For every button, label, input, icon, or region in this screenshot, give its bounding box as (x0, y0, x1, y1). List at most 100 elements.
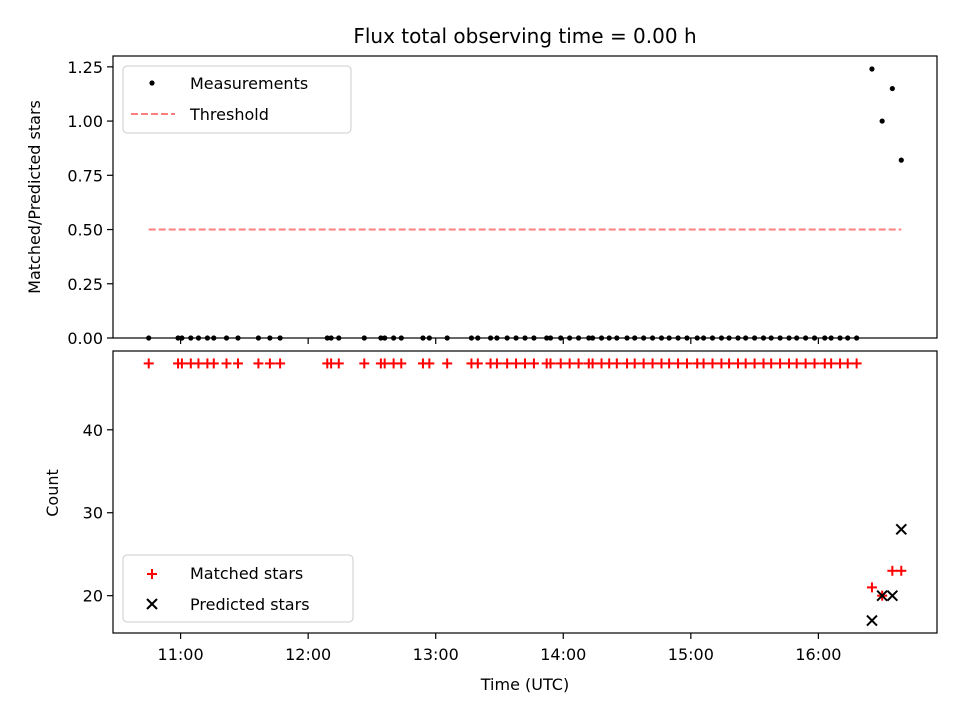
measurement-point (889, 85, 895, 92)
matched-star-point (208, 358, 219, 369)
measurement-point (195, 335, 202, 341)
matched-star-point (800, 358, 811, 369)
measurement-point (845, 335, 851, 341)
measurement-point (735, 335, 741, 341)
matched-star-point (379, 358, 390, 369)
top-y-tick-label: 1.25 (67, 58, 103, 77)
measurement-point (768, 335, 774, 341)
measurement-point (675, 335, 681, 341)
matched-star-point (647, 358, 658, 369)
measurement-point (614, 335, 620, 341)
measurement-point (803, 335, 809, 341)
measurement-point (590, 335, 596, 341)
measurement-point (641, 335, 647, 341)
measurement-point (235, 335, 241, 341)
matched-star-point (555, 358, 566, 369)
matched-star-point (809, 358, 820, 369)
top-legend-box (122, 65, 352, 134)
legend-matched-marker (147, 569, 157, 579)
measurement-point (777, 335, 783, 341)
matched-star-point (472, 358, 483, 369)
measurement-point (709, 335, 716, 341)
matched-star-point (233, 358, 244, 369)
measurement-point (837, 335, 843, 341)
matched-star-point (573, 358, 584, 369)
measurement-point (632, 335, 638, 341)
measurement-point (475, 335, 481, 341)
bottom-axes-frame (112, 350, 938, 634)
matched-star-point (749, 358, 760, 369)
measurement-point (586, 335, 592, 341)
legend-predicted-marker (146, 598, 158, 610)
measurement-point (658, 335, 665, 341)
measurement-point (444, 335, 450, 341)
matched-star-point (766, 358, 777, 369)
matched-star-point (775, 358, 786, 369)
matched-star-point (528, 358, 539, 369)
legend-predicted-label: Predicted stars (190, 595, 310, 614)
matched-star-point (611, 358, 622, 369)
measurement-point (854, 335, 860, 341)
measurement-point (328, 335, 334, 341)
x-tick-label: 15:00 (668, 645, 714, 664)
measurement-point (487, 335, 494, 341)
measurement-point (694, 335, 700, 341)
measurement-point (794, 335, 800, 341)
top-y-tick-label: 1.00 (67, 112, 103, 131)
bottom-y-tick-label: 20 (83, 587, 103, 606)
matched-star-point (193, 358, 204, 369)
measurement-point (822, 335, 828, 341)
measurement-point (684, 335, 690, 341)
x-tick-label: 11:00 (158, 645, 204, 664)
measurement-point (898, 157, 904, 163)
matched-star-point (664, 358, 675, 369)
measurement-point (223, 335, 230, 341)
chart-title: Flux total observing time = 0.00 h (353, 24, 696, 48)
matched-star-point (707, 358, 718, 369)
top-y-tick-label: 0.25 (67, 275, 103, 294)
x-axis-label: Time (UTC) (480, 675, 569, 694)
predicted-star-point (866, 614, 878, 627)
measurement-point (494, 335, 500, 341)
measurement-point (567, 335, 573, 341)
measurement-point (398, 335, 404, 341)
measurement-point (378, 335, 384, 341)
predicted-star-point (876, 589, 888, 602)
measurement-point (598, 335, 605, 341)
measurement-point (649, 335, 656, 341)
measurement-point (468, 335, 475, 341)
matched-star-point (359, 358, 370, 369)
matched-star-point (638, 358, 649, 369)
matched-star-point (253, 358, 264, 369)
measurement-point (666, 335, 672, 341)
legend-threshold-label: Threshold (189, 105, 269, 124)
measurement-point (179, 335, 185, 341)
bottom-x-ticks: 11:00 12:00 13:00 14:00 15:00 16:00 (158, 633, 841, 664)
measurement-point (700, 335, 707, 341)
measurement-point (811, 335, 818, 341)
x-tick-label: 14:00 (540, 645, 586, 664)
measurement-point (175, 335, 181, 341)
bottom-legend: Matched stars Predicted stars (122, 554, 354, 623)
measurement-point (760, 335, 767, 341)
measurement-point (786, 335, 792, 341)
measurement-point (146, 335, 152, 341)
measurement-point (336, 335, 342, 341)
bottom-y-tick-label: 30 (83, 504, 103, 523)
measurement-point (426, 335, 432, 341)
measurement-point (547, 335, 554, 341)
matched-star-point (143, 358, 154, 369)
measurement-point (544, 335, 550, 341)
measurement-point (188, 335, 194, 341)
measurement-point (324, 335, 330, 341)
measurement-point (382, 335, 388, 341)
predicted-star-point (895, 523, 907, 536)
measurement-point (869, 66, 875, 72)
legend-measurements-label: Measurements (190, 74, 308, 93)
matched-star-point (681, 358, 692, 369)
matched-star-point (176, 358, 187, 369)
matched-star-point (887, 565, 898, 576)
measurement-point (606, 335, 612, 341)
matched-star-point (866, 582, 877, 593)
